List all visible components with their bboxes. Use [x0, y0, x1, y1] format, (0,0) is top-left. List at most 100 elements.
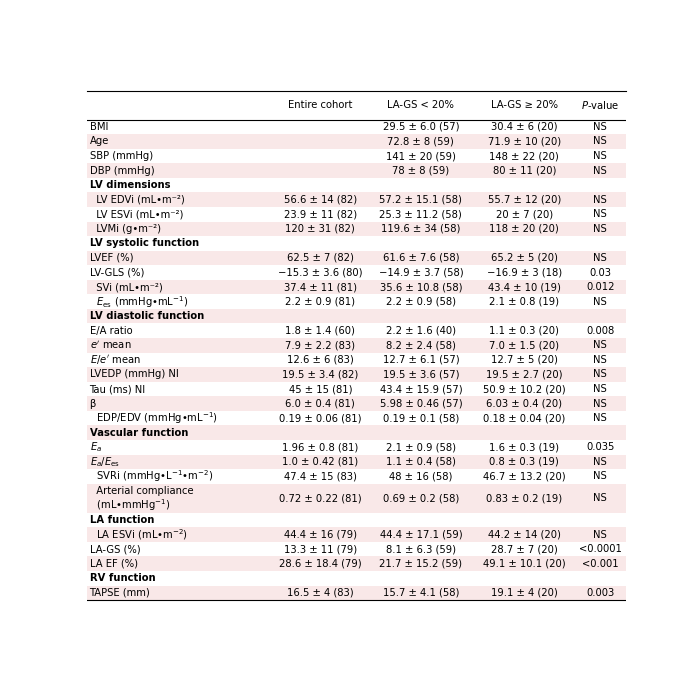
Text: 0.8 ± 0.3 (19): 0.8 ± 0.3 (19)	[489, 457, 559, 466]
Text: NS: NS	[594, 166, 607, 176]
Bar	[87, 192, 626, 207]
Text: 0.008: 0.008	[586, 326, 614, 336]
Text: 0.19 ± 0.1 (58): 0.19 ± 0.1 (58)	[383, 413, 459, 423]
Text: 56.6 ± 14 (82): 56.6 ± 14 (82)	[284, 195, 357, 205]
Text: 141 ± 20 (59): 141 ± 20 (59)	[386, 151, 456, 161]
Text: 25.3 ± 11.2 (58): 25.3 ± 11.2 (58)	[379, 209, 462, 219]
Text: 80 ± 11 (20): 80 ± 11 (20)	[493, 166, 556, 176]
Text: LA-GS < 20%: LA-GS < 20%	[387, 100, 455, 110]
Text: $E/e'$ mean: $E/e'$ mean	[90, 353, 141, 367]
Text: 28.6 ± 18.4 (79): 28.6 ± 18.4 (79)	[279, 559, 361, 569]
Text: 28.7 ± 7 (20): 28.7 ± 7 (20)	[491, 544, 557, 554]
Text: 8.2 ± 2.4 (58): 8.2 ± 2.4 (58)	[386, 340, 456, 350]
Text: 43.4 ± 15.9 (57): 43.4 ± 15.9 (57)	[379, 384, 462, 394]
Text: 120 ± 31 (82): 120 ± 31 (82)	[286, 224, 355, 234]
Text: 62.5 ± 7 (82): 62.5 ± 7 (82)	[287, 253, 354, 263]
Bar	[87, 454, 626, 469]
Bar	[87, 309, 626, 323]
Text: Arterial compliance: Arterial compliance	[90, 486, 193, 496]
Text: LVEDP (mmHg) NI: LVEDP (mmHg) NI	[90, 369, 179, 380]
Text: 0.69 ± 0.2 (58): 0.69 ± 0.2 (58)	[383, 493, 459, 503]
Text: NS: NS	[594, 209, 607, 219]
Text: NS: NS	[594, 530, 607, 540]
Text: 1.6 ± 0.3 (19): 1.6 ± 0.3 (19)	[489, 442, 559, 452]
Text: 0.72 ± 0.22 (81): 0.72 ± 0.22 (81)	[279, 493, 361, 503]
Text: 0.83 ± 0.2 (19): 0.83 ± 0.2 (19)	[486, 493, 562, 503]
Text: NS: NS	[594, 224, 607, 234]
Text: SBP (mmHg): SBP (mmHg)	[90, 151, 153, 161]
Bar	[87, 134, 626, 149]
Text: SVi (mL•m⁻²): SVi (mL•m⁻²)	[90, 282, 163, 292]
Text: 48 ± 16 (58): 48 ± 16 (58)	[389, 471, 452, 481]
Text: LA ESVi (mL•m$^{-2}$): LA ESVi (mL•m$^{-2}$)	[90, 527, 188, 542]
Text: 15.7 ± 4.1 (58): 15.7 ± 4.1 (58)	[383, 588, 459, 598]
Text: 21.7 ± 15.2 (59): 21.7 ± 15.2 (59)	[379, 559, 462, 569]
Text: 78 ± 8 (59): 78 ± 8 (59)	[392, 166, 450, 176]
Text: NS: NS	[594, 399, 607, 409]
Text: 119.6 ± 34 (58): 119.6 ± 34 (58)	[381, 224, 461, 234]
Text: 50.9 ± 10.2 (20): 50.9 ± 10.2 (20)	[483, 384, 566, 394]
Text: 16.5 ± 4 (83): 16.5 ± 4 (83)	[287, 588, 354, 598]
Text: Vascular function: Vascular function	[90, 428, 188, 438]
Text: 1.1 ± 0.3 (20): 1.1 ± 0.3 (20)	[489, 326, 559, 336]
Text: 20 ± 7 (20): 20 ± 7 (20)	[496, 209, 553, 219]
Text: $E_{\mathrm{es}}$ (mmHg•mL$^{-1}$): $E_{\mathrm{es}}$ (mmHg•mL$^{-1}$)	[90, 294, 188, 310]
Text: NS: NS	[594, 253, 607, 263]
Text: 2.2 ± 0.9 (58): 2.2 ± 0.9 (58)	[386, 297, 456, 307]
Bar	[87, 585, 626, 600]
Text: 6.0 ± 0.4 (81): 6.0 ± 0.4 (81)	[286, 399, 355, 409]
Text: NS: NS	[594, 457, 607, 466]
Text: 29.5 ± 6.0 (57): 29.5 ± 6.0 (57)	[382, 122, 459, 132]
Text: 1.1 ± 0.4 (58): 1.1 ± 0.4 (58)	[386, 457, 456, 466]
Text: 47.4 ± 15 (83): 47.4 ± 15 (83)	[284, 471, 357, 481]
Text: 49.1 ± 10.1 (20): 49.1 ± 10.1 (20)	[483, 559, 566, 569]
Text: 45 ± 15 (81): 45 ± 15 (81)	[288, 384, 352, 394]
Text: 30.4 ± 6 (20): 30.4 ± 6 (20)	[491, 122, 557, 132]
Text: 7.0 ± 1.5 (20): 7.0 ± 1.5 (20)	[489, 340, 559, 350]
Text: −14.9 ± 3.7 (58): −14.9 ± 3.7 (58)	[379, 268, 463, 278]
Text: 1.8 ± 1.4 (60): 1.8 ± 1.4 (60)	[286, 326, 355, 336]
Text: 72.8 ± 8 (59): 72.8 ± 8 (59)	[387, 136, 455, 147]
Text: 23.9 ± 11 (82): 23.9 ± 11 (82)	[284, 209, 357, 219]
Text: 19.5 ± 2.7 (20): 19.5 ± 2.7 (20)	[486, 369, 562, 380]
Bar	[87, 221, 626, 236]
Text: 35.6 ± 10.8 (58): 35.6 ± 10.8 (58)	[379, 282, 462, 292]
Text: LA EF (%): LA EF (%)	[90, 559, 138, 569]
Text: −16.9 ± 3 (18): −16.9 ± 3 (18)	[486, 268, 562, 278]
Text: 44.4 ± 16 (79): 44.4 ± 16 (79)	[284, 530, 357, 540]
Text: 118 ± 20 (20): 118 ± 20 (20)	[489, 224, 559, 234]
Text: LA function: LA function	[90, 515, 154, 525]
Text: 19.1 ± 4 (20): 19.1 ± 4 (20)	[491, 588, 557, 598]
Text: 0.19 ± 0.06 (81): 0.19 ± 0.06 (81)	[279, 413, 361, 423]
Text: E/A ratio: E/A ratio	[90, 326, 132, 336]
Text: 61.6 ± 7.6 (58): 61.6 ± 7.6 (58)	[382, 253, 459, 263]
Text: 44.2 ± 14 (20): 44.2 ± 14 (20)	[488, 530, 561, 540]
Text: LVEF (%): LVEF (%)	[90, 253, 133, 263]
Text: 0.035: 0.035	[586, 442, 614, 452]
Text: NS: NS	[594, 195, 607, 205]
Bar	[87, 397, 626, 411]
Text: LV dimensions: LV dimensions	[90, 180, 170, 190]
Bar	[87, 164, 626, 178]
Text: NS: NS	[594, 122, 607, 132]
Text: β: β	[90, 399, 96, 409]
Text: 12.7 ± 5 (20): 12.7 ± 5 (20)	[491, 355, 557, 365]
Text: NS: NS	[594, 384, 607, 394]
Text: LV EDVi (mL•m⁻²): LV EDVi (mL•m⁻²)	[90, 195, 184, 205]
Text: 57.2 ± 15.1 (58): 57.2 ± 15.1 (58)	[379, 195, 462, 205]
Text: −15.3 ± 3.6 (80): −15.3 ± 3.6 (80)	[278, 268, 363, 278]
Bar	[87, 426, 626, 440]
Text: LV diastolic function: LV diastolic function	[90, 311, 204, 321]
Text: 148 ± 22 (20): 148 ± 22 (20)	[489, 151, 559, 161]
Text: <0.001: <0.001	[582, 559, 619, 569]
Text: 37.4 ± 11 (81): 37.4 ± 11 (81)	[284, 282, 357, 292]
Text: 2.1 ± 0.9 (58): 2.1 ± 0.9 (58)	[386, 442, 456, 452]
Text: 55.7 ± 12 (20): 55.7 ± 12 (20)	[488, 195, 561, 205]
Text: SVRi (mmHg•L$^{-1}$•m$^{-2}$): SVRi (mmHg•L$^{-1}$•m$^{-2}$)	[90, 469, 213, 484]
Text: NS: NS	[594, 151, 607, 161]
Text: LA-GS ≥ 20%: LA-GS ≥ 20%	[491, 100, 558, 110]
Text: NS: NS	[594, 493, 607, 503]
Bar	[87, 483, 626, 513]
Text: 1.96 ± 0.8 (81): 1.96 ± 0.8 (81)	[282, 442, 359, 452]
Text: Age: Age	[90, 136, 109, 147]
